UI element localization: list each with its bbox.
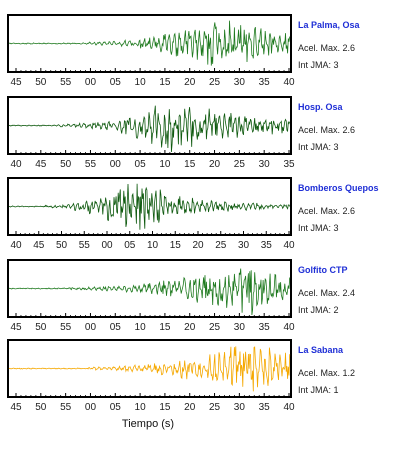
int-jma-label: Int JMA: 1 [298,385,339,395]
acel-max-label: Acel. Max. 2.6 [298,206,356,216]
waveform-trace [8,105,291,153]
x-tick-label: 25 [209,77,221,88]
x-tick-label: 40 [283,402,295,413]
x-tick-label: 15 [184,159,196,170]
x-tick-label: 20 [192,240,204,251]
x-tick-label: 05 [110,322,122,333]
x-tick-label: 00 [110,159,122,170]
x-tick-label: 20 [209,159,221,170]
x-tick-label: 05 [124,240,136,251]
station-name: Golfito CTP [298,265,348,275]
x-tick-label: 00 [85,77,97,88]
x-tick-label: 55 [60,77,72,88]
x-tick-label: 10 [147,240,159,251]
panel-1: 45 50 55 00 05 10 15 20 25 30 35 40 [7,14,295,88]
x-tick-label: 40 [10,159,22,170]
x-tick-label: 15 [159,77,171,88]
x-tick-label: 45 [33,240,45,251]
panel-5: 45 50 55 00 05 10 15 20 25 30 35 40 [7,339,295,413]
x-tick-label: 25 [215,240,227,251]
x-tick-label: 45 [35,159,47,170]
waveform-trace [8,268,291,316]
x-tick-label: 05 [135,159,147,170]
station-name: La Palma, Osa [298,20,360,30]
x-tick-label: 35 [283,159,295,170]
x-tick-label: 50 [35,77,47,88]
x-tick-label: 45 [10,322,22,333]
x-tick-label: 25 [209,322,221,333]
x-tick-label: 40 [283,77,295,88]
x-tick-label: 00 [85,402,97,413]
x-tick-label: 00 [85,322,97,333]
acel-max-label: Acel. Max. 2.6 [298,125,356,135]
x-tick-label: 55 [85,159,97,170]
x-tick-label: 30 [234,322,246,333]
waveform-trace [8,183,291,230]
station-name: Bomberos Quepos [298,183,379,193]
int-jma-label: Int JMA: 3 [298,60,339,70]
x-tick-label: 30 [234,402,246,413]
acel-max-label: Acel. Max. 2.6 [298,43,356,53]
x-tick-label: 50 [60,159,72,170]
x-tick-label: 10 [135,77,147,88]
acel-max-label: Acel. Max. 1.2 [298,368,356,378]
x-tick-label: 00 [101,240,113,251]
x-tick-label: 30 [259,159,271,170]
x-tick-label: 25 [234,159,246,170]
x-tick-label: 55 [60,322,72,333]
station-name: La Sabana [298,345,344,355]
station-name: Hosp. Osa [298,102,343,112]
waveform-trace [8,346,291,392]
x-tick-label: 55 [60,402,72,413]
x-tick-label: 05 [110,77,122,88]
x-tick-label: 10 [135,402,147,413]
x-tick-label: 40 [283,322,295,333]
x-tick-label: 15 [170,240,182,251]
x-tick-label: 20 [184,322,196,333]
x-tick-label: 15 [159,402,171,413]
x-tick-label: 15 [159,322,171,333]
waveform-trace [8,20,291,66]
x-tick-label: 30 [234,77,246,88]
x-tick-label: 20 [184,402,196,413]
int-jma-label: Int JMA: 3 [298,223,339,233]
x-tick-label: 50 [56,240,68,251]
x-tick-label: 40 [10,240,22,251]
x-tick-label: 55 [79,240,91,251]
panel-4: 45 50 55 00 05 10 15 20 25 30 35 40 [7,259,295,333]
x-tick-label: 45 [10,402,22,413]
int-jma-label: Int JMA: 2 [298,305,339,315]
x-tick-label: 20 [184,77,196,88]
x-tick-label: 35 [261,240,273,251]
panel-2: 40 45 50 55 00 05 10 15 20 25 30 35 [7,96,295,170]
x-tick-label: 50 [35,322,47,333]
x-axis-label: Tiempo (s) [121,418,175,430]
x-tick-label: 35 [259,322,271,333]
acel-max-label: Acel. Max. 2.4 [298,288,356,298]
int-jma-label: Int JMA: 3 [298,142,339,152]
x-tick-label: 30 [238,240,250,251]
x-tick-label: 35 [259,77,271,88]
x-tick-label: 10 [135,322,147,333]
x-tick-label: 50 [35,402,47,413]
x-tick-label: 45 [10,77,22,88]
x-tick-label: 10 [159,159,171,170]
x-tick-label: 25 [209,402,221,413]
panel-3: 40 45 50 55 00 05 10 15 20 25 30 35 40 [7,177,295,251]
x-tick-label: 40 [283,240,295,251]
x-tick-label: 35 [259,402,271,413]
x-tick-label: 05 [110,402,122,413]
